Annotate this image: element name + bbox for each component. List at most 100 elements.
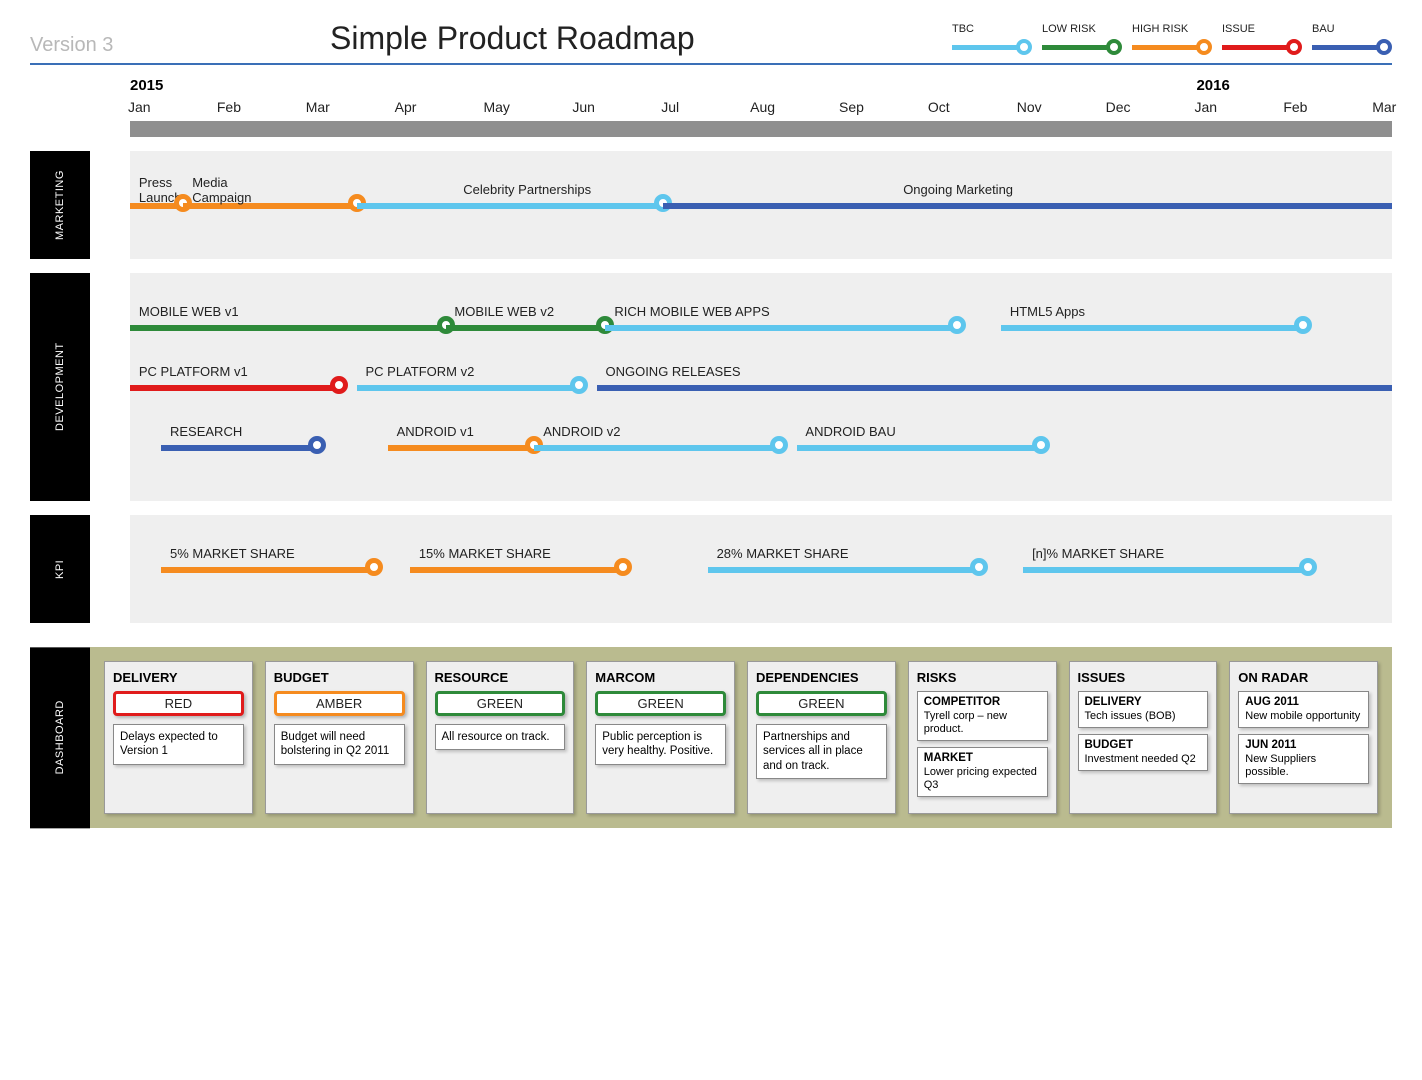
month-label: Jan xyxy=(1194,99,1217,115)
legend-label: HIGH RISK xyxy=(1132,23,1188,37)
timeline-segment xyxy=(388,445,535,451)
legend-item-bau: BAU xyxy=(1312,23,1392,55)
timeline-segment xyxy=(663,203,1392,209)
timeline-segment xyxy=(161,567,374,573)
dashboard-card-title: DELIVERY xyxy=(113,670,244,685)
legend-item-tbc: TBC xyxy=(952,23,1032,55)
segment-label: ANDROID v2 xyxy=(543,424,620,439)
legend-swatch xyxy=(1312,39,1392,55)
swimlane-tab: MARKETING xyxy=(30,151,90,259)
segment-label: 28% MARKET SHARE xyxy=(717,546,849,561)
page-header: Version 3 Simple Product Roadmap TBCLOW … xyxy=(30,20,1392,65)
milestone-node-icon xyxy=(330,376,348,394)
status-badge: RED xyxy=(113,691,244,716)
timeline-segment xyxy=(534,445,778,451)
dashboard-subitem-heading: AUG 2011 xyxy=(1245,696,1299,708)
month-label: Oct xyxy=(928,99,950,115)
legend-item-low_risk: LOW RISK xyxy=(1042,23,1122,55)
dashboard-subitem-heading: DELIVERY xyxy=(1085,696,1142,708)
milestone-node-icon xyxy=(1032,436,1050,454)
timeline-segment xyxy=(797,445,1041,451)
year-label: 2015 xyxy=(130,77,163,94)
month-label: May xyxy=(483,99,509,115)
segment-label: ANDROID BAU xyxy=(805,424,895,439)
timeline-axis-row: 20152016JanFebMarAprMayJunJulAugSepOctNo… xyxy=(30,77,1392,137)
segment-label: PC PLATFORM v2 xyxy=(366,364,475,379)
segment-label: ONGOING RELEASES xyxy=(605,364,740,379)
timeline-segment xyxy=(1001,325,1303,331)
month-label: Mar xyxy=(306,99,330,115)
dashboard-note: Budget will need bolstering in Q2 2011 xyxy=(274,724,405,765)
milestone-node-icon xyxy=(365,558,383,576)
dashboard-card-title: DEPENDENCIES xyxy=(756,670,887,685)
timeline-segment xyxy=(1023,567,1307,573)
legend-swatch xyxy=(952,39,1032,55)
legend-swatch xyxy=(1222,39,1302,55)
segment-label: Celebrity Partnerships xyxy=(463,182,591,197)
month-label: Nov xyxy=(1017,99,1042,115)
dashboard-card: RESOURCEGREENAll resource on track. xyxy=(426,661,575,814)
month-label: Feb xyxy=(217,99,241,115)
dashboard-card: DEPENDENCIES GREEN Partnerships and servic… xyxy=(747,661,896,814)
page-title: Simple Product Roadmap xyxy=(330,20,695,57)
dashboard-note: Partnerships and services all in place a… xyxy=(756,724,887,779)
segment-label: Ongoing Marketing xyxy=(903,182,1013,197)
dashboard-subitem-heading: JUN 2011 xyxy=(1245,739,1296,751)
milestone-node-icon xyxy=(614,558,632,576)
dashboard-card-title: RESOURCE xyxy=(435,670,566,685)
legend-label: TBC xyxy=(952,23,974,37)
segment-label: HTML5 Apps xyxy=(1010,304,1085,319)
month-label: Dec xyxy=(1106,99,1131,115)
timeline-segment xyxy=(130,385,339,391)
timeline-segment xyxy=(708,567,979,573)
swimlane-tab: DEVELOPMENT xyxy=(30,273,90,501)
milestone-node-icon xyxy=(1294,316,1312,334)
dashboard-card-title: BUDGET xyxy=(274,670,405,685)
month-label: Apr xyxy=(395,99,417,115)
milestone-node-icon xyxy=(570,376,588,394)
dashboard-card-title: ISSUES xyxy=(1078,670,1209,685)
milestone-node-icon xyxy=(970,558,988,576)
status-badge: GREEN xyxy=(435,691,566,716)
dashboard-subitem-heading: COMPETITOR xyxy=(924,696,1000,708)
axis-bar xyxy=(130,121,1392,137)
dashboard-card: ON RADARAUG 2011New mobile opportunityJU… xyxy=(1229,661,1378,814)
dashboard-row: DASHBOARD DELIVERYREDDelays expected to … xyxy=(30,647,1392,828)
legend-item-high_risk: HIGH RISK xyxy=(1132,23,1212,55)
legend: TBC LOW RISK HIGH RISK ISSUE BAU xyxy=(952,23,1392,57)
segment-label: MOBILE WEB v2 xyxy=(454,304,554,319)
swimlane-kpi: KPI5% MARKET SHARE15% MARKET SHARE28% MA… xyxy=(30,515,1392,623)
timeline-segment xyxy=(357,385,579,391)
month-label: Sep xyxy=(839,99,864,115)
segment-label: MediaCampaign xyxy=(192,175,251,205)
dashboard-card: MARCOM GREEN Public perception is very hea… xyxy=(586,661,735,814)
segment-label: MOBILE WEB v1 xyxy=(139,304,239,319)
milestone-node-icon xyxy=(308,436,326,454)
timeline-segment xyxy=(597,385,1392,391)
timeline-track: MOBILE WEB v1MOBILE WEB v2RICH MOBILE WE… xyxy=(130,301,1392,361)
timeline-segment xyxy=(605,325,956,331)
dashboard-subitem: DELIVERYTech issues (BOB) xyxy=(1078,691,1209,728)
dashboard-subitem-heading: MARKET xyxy=(924,752,973,764)
status-badge: GREEN xyxy=(756,691,887,716)
dashboard-body: DELIVERYREDDelays expected to Version 1B… xyxy=(90,647,1392,828)
status-badge: GREEN xyxy=(595,691,726,716)
dashboard-card-title: RISKS xyxy=(917,670,1048,685)
dashboard-card-title: MARCOM xyxy=(595,670,726,685)
dashboard-card: DELIVERYREDDelays expected to Version 1 xyxy=(104,661,253,814)
legend-swatch xyxy=(1132,39,1212,55)
legend-swatch xyxy=(1042,39,1122,55)
dashboard-card-title: ON RADAR xyxy=(1238,670,1369,685)
month-label: Jun xyxy=(572,99,595,115)
swimlane-body: PressLaunchMediaCampaignCelebrity Partne… xyxy=(130,151,1392,259)
dashboard-card: RISKSCOMPETITORTyrell corp – new product… xyxy=(908,661,1057,814)
dashboard-subitem: MARKETLower pricing expected Q3 xyxy=(917,747,1048,797)
segment-label: PC PLATFORM v1 xyxy=(139,364,248,379)
timeline-segment xyxy=(130,325,446,331)
year-label: 2016 xyxy=(1196,77,1229,94)
dashboard-card: ISSUESDELIVERYTech issues (BOB)BUDGETInv… xyxy=(1069,661,1218,814)
dashboard-note: Public perception is very healthy. Posit… xyxy=(595,724,726,765)
legend-label: ISSUE xyxy=(1222,23,1255,37)
month-label: Mar xyxy=(1372,99,1396,115)
segment-label: RESEARCH xyxy=(170,424,242,439)
